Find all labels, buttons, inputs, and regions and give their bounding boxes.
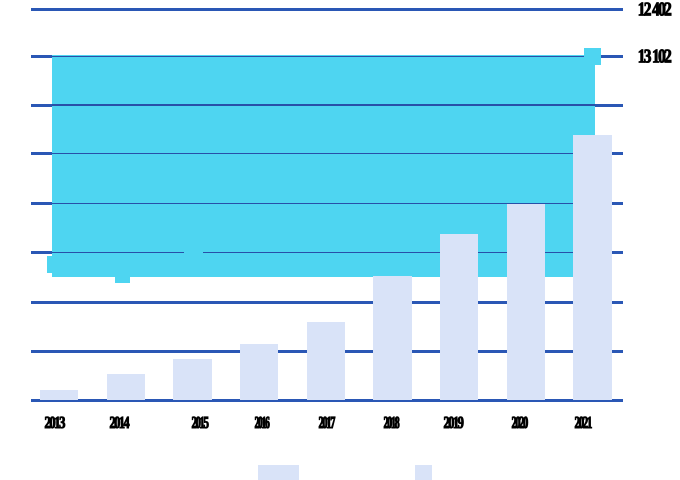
gridline-6 xyxy=(31,300,623,304)
gridline-over-band-3-0 xyxy=(52,202,595,205)
x-tick-label-2015-glyph-5 xyxy=(204,417,208,428)
x-tick-label-2013 xyxy=(45,411,67,432)
gridline-over-band-2-0 xyxy=(52,152,595,155)
gridline-0 xyxy=(31,8,623,12)
right-axis-label-1 xyxy=(639,43,674,66)
cyan-notch xyxy=(114,277,131,284)
bar-2018 xyxy=(373,276,412,400)
x-tick-label-2019-glyph-9 xyxy=(458,417,463,428)
x-tick-label-2018 xyxy=(384,411,402,432)
bar-2019 xyxy=(439,233,479,400)
x-tick-label-2017-glyph-7 xyxy=(331,417,335,428)
right-axis-label-0-glyph-2 xyxy=(665,2,671,15)
x-axis-line xyxy=(31,399,623,403)
x-tick-label-2018-glyph-1 xyxy=(392,417,396,428)
right-axis-label-1-glyph-2 xyxy=(665,49,671,62)
x-tick-label-2014 xyxy=(110,411,132,432)
right-axis-label-1-glyph-1 xyxy=(639,49,645,62)
x-tick-label-2020-glyph-0 xyxy=(523,417,527,428)
bar-2013 xyxy=(39,390,79,400)
x-tick-label-2014-glyph-0 xyxy=(115,417,120,428)
gridline-over-band-4-1 xyxy=(203,251,595,254)
cyan-left xyxy=(46,255,53,273)
bar-2014 xyxy=(106,374,145,400)
legend-swatch-1 xyxy=(414,465,432,480)
bar-2015 xyxy=(173,359,212,400)
x-tick-label-2021-glyph-1 xyxy=(588,417,592,428)
x-tick-label-2019 xyxy=(444,411,466,432)
legend-swatch-0 xyxy=(258,465,299,480)
x-tick-label-2021-glyph-0 xyxy=(579,417,584,428)
right-axis-label-1-glyph-0 xyxy=(659,49,665,62)
bar-2016 xyxy=(239,344,279,400)
x-tick-label-2016-glyph-1 xyxy=(263,417,266,428)
x-tick-label-2021 xyxy=(575,411,594,432)
x-tick-label-2017-glyph-1 xyxy=(328,417,332,428)
x-tick-label-2014-glyph-1 xyxy=(120,417,125,428)
x-tick-label-2016 xyxy=(255,411,272,432)
cyan-main xyxy=(52,55,595,278)
x-tick-label-2020-glyph-0 xyxy=(515,417,519,428)
right-axis-label-0-glyph-1 xyxy=(639,2,645,15)
x-tick-label-2016-glyph-6 xyxy=(266,417,270,428)
cyan-step xyxy=(584,47,601,65)
bar-2017 xyxy=(306,322,345,400)
x-tick-label-2020 xyxy=(512,411,530,432)
gridline-over-band-1-0 xyxy=(52,104,595,106)
right-axis-label-0-glyph-2 xyxy=(645,2,651,15)
gridline-over-band-0-0 xyxy=(52,55,595,58)
right-axis-label-0-glyph-0 xyxy=(659,2,665,15)
x-tick-label-2013-glyph-0 xyxy=(50,417,55,428)
x-tick-label-2015 xyxy=(192,411,211,432)
bar-2020 xyxy=(506,204,545,400)
right-axis-label-0 xyxy=(639,0,674,19)
x-tick-label-2016-glyph-0 xyxy=(259,417,263,428)
x-tick-label-2014-glyph-4 xyxy=(124,417,130,428)
right-axis-label-1-glyph-3 xyxy=(645,49,652,62)
x-tick-label-2017 xyxy=(319,411,338,432)
x-tick-label-2019-glyph-0 xyxy=(448,417,453,428)
gridline-over-band-4-0 xyxy=(52,251,184,254)
bar-2021 xyxy=(573,134,612,400)
x-tick-label-2021-glyph-2 xyxy=(583,417,587,428)
x-tick-label-2017-glyph-0 xyxy=(323,417,327,428)
right-axis-label-1-glyph-1 xyxy=(654,49,660,62)
x-tick-label-2013-glyph-3 xyxy=(60,417,65,428)
x-tick-label-2015-glyph-0 xyxy=(196,417,200,428)
x-tick-label-2019-glyph-1 xyxy=(454,417,459,428)
x-tick-label-2018-glyph-0 xyxy=(387,417,391,428)
x-tick-label-2018-glyph-8 xyxy=(395,417,399,428)
